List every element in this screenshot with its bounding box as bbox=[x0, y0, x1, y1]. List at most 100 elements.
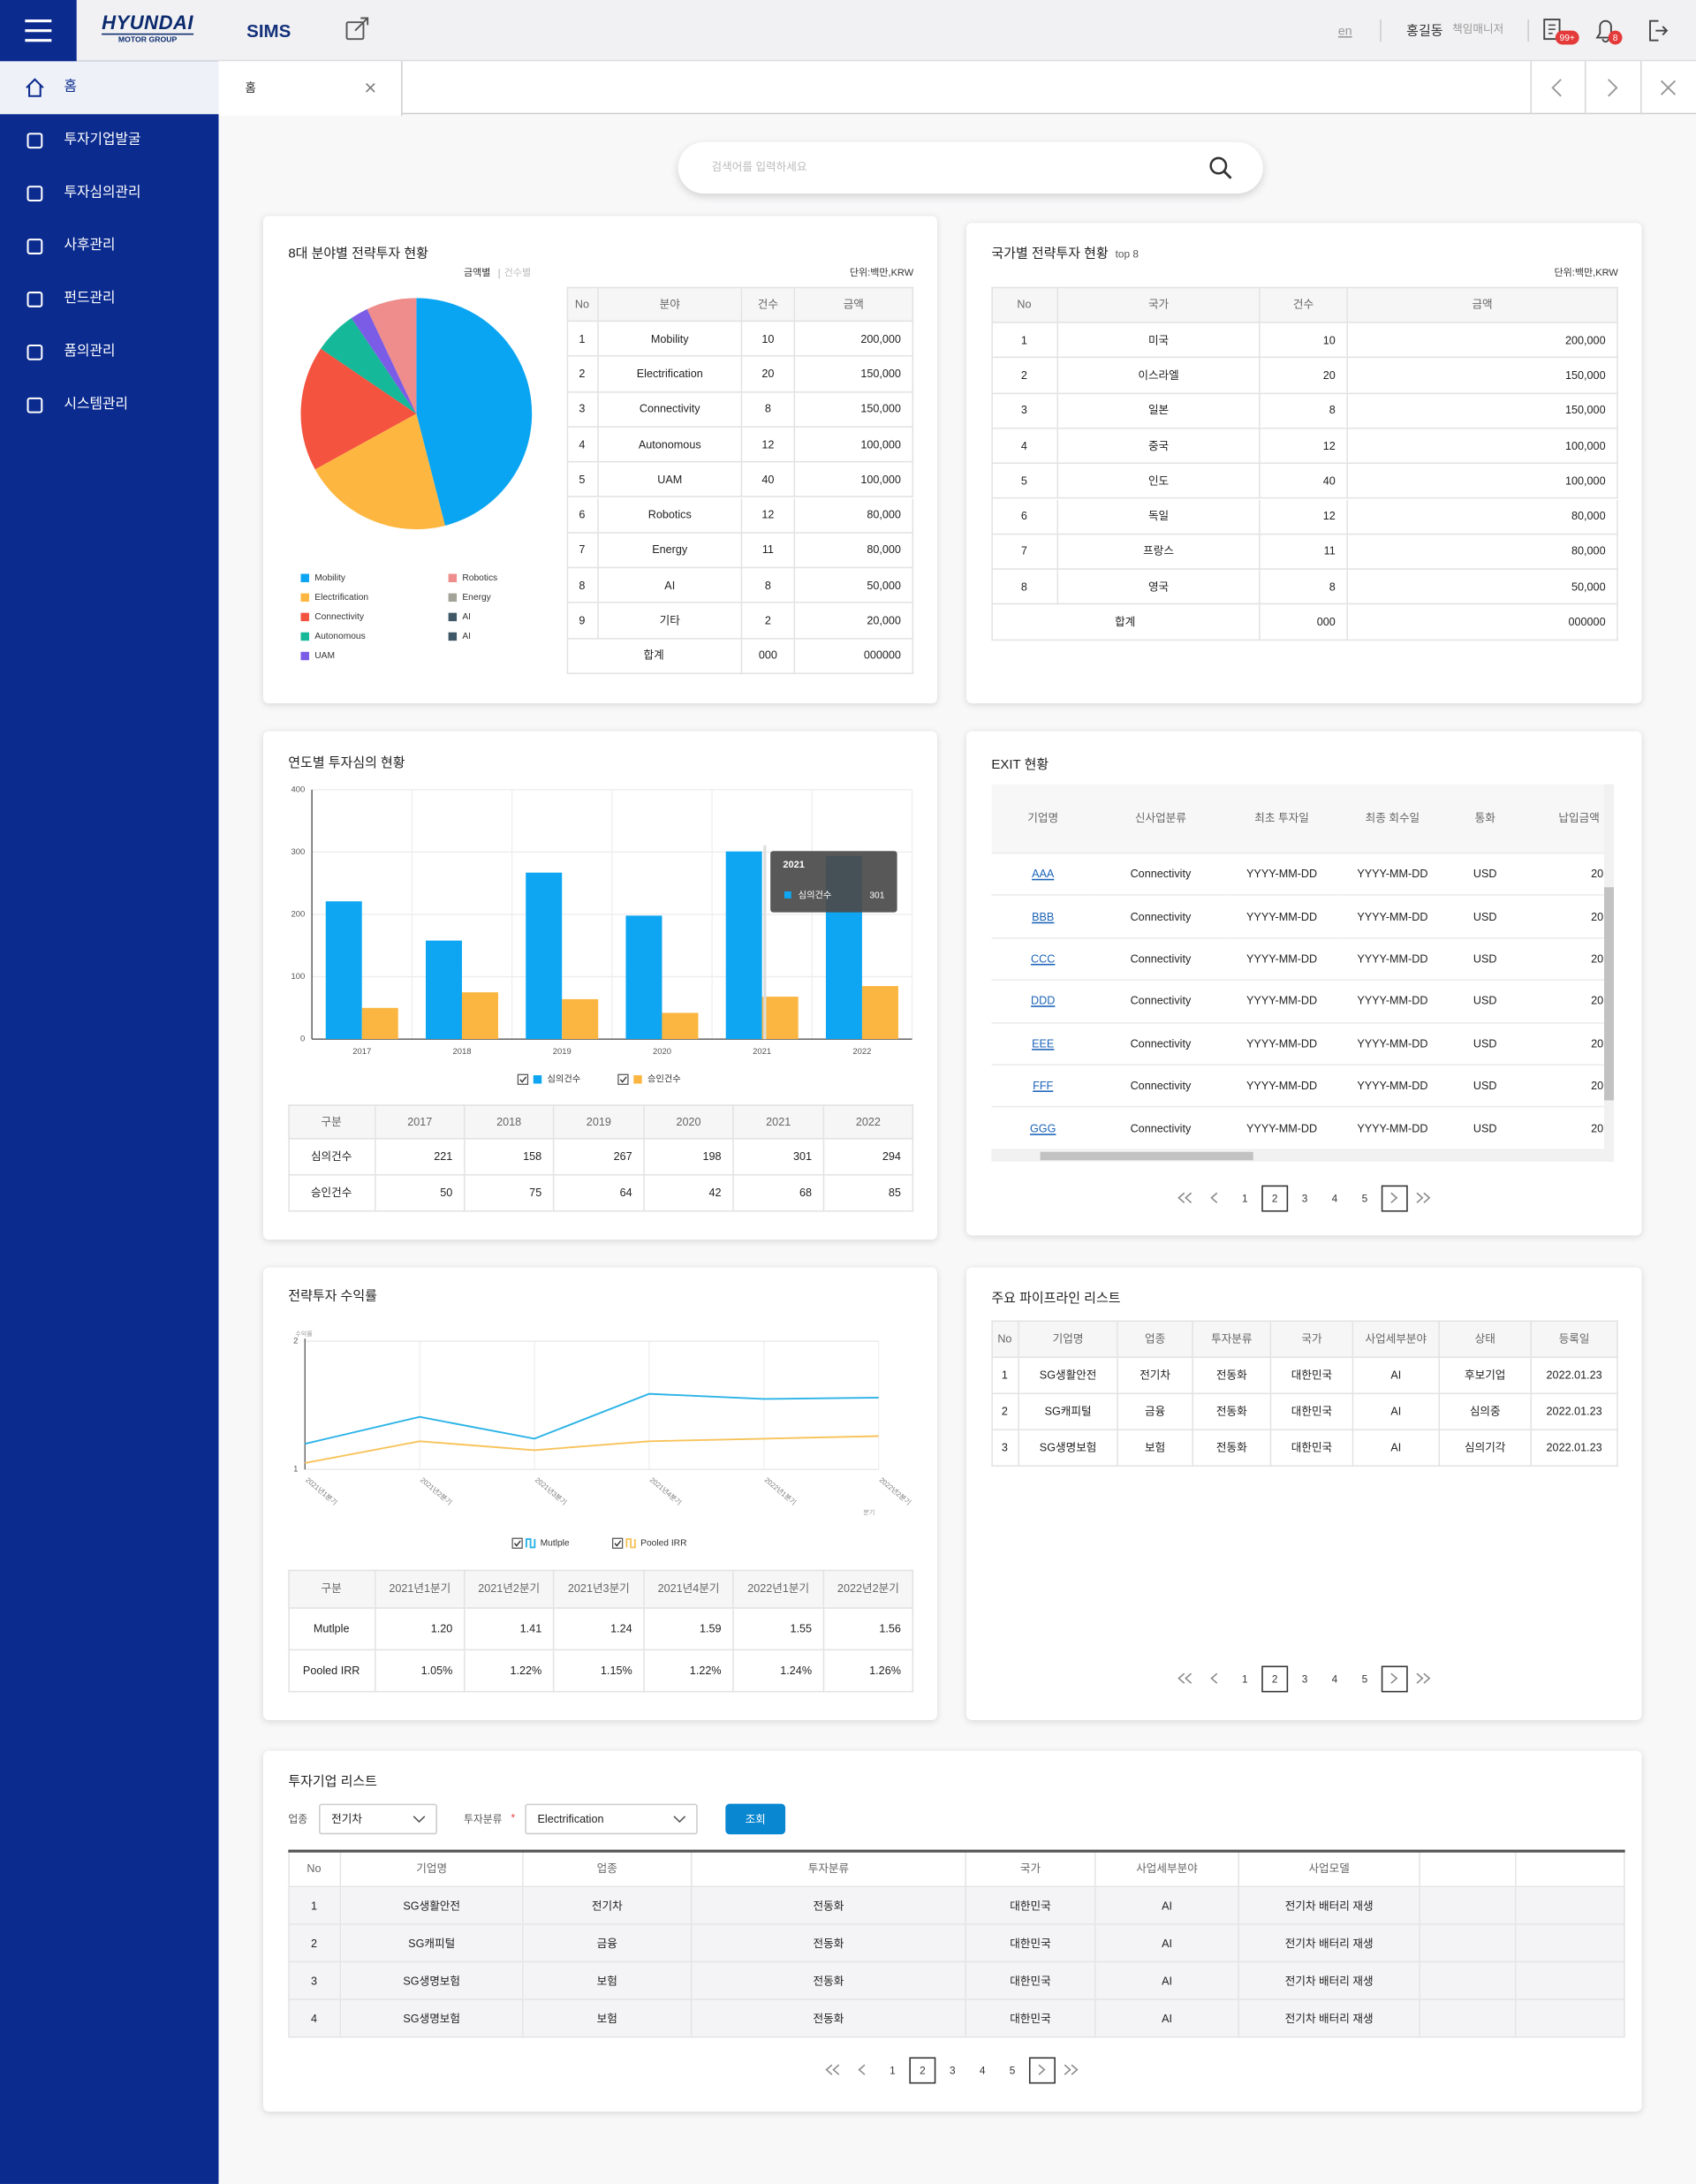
menu-item[interactable]: 시스템관리 bbox=[64, 397, 129, 413]
table-cell: 3 bbox=[566, 391, 599, 428]
table-cell[interactable]: EEE bbox=[991, 1023, 1095, 1065]
table-cell: 보험 bbox=[1117, 1430, 1193, 1467]
table-cell: 8 bbox=[1260, 569, 1348, 605]
table-header-cell: 2022 bbox=[824, 1104, 914, 1140]
table-cell: 후보기업 bbox=[1439, 1358, 1533, 1395]
page-number[interactable]: 3 bbox=[949, 2063, 956, 2076]
menu-item[interactable]: 투자심의관리 bbox=[64, 185, 141, 201]
pager-next-box[interactable] bbox=[1381, 1665, 1407, 1692]
page-number[interactable]: 3 bbox=[1301, 1191, 1308, 1204]
table-cell: 200,000 bbox=[795, 322, 914, 358]
table-cell[interactable]: DDD bbox=[991, 981, 1095, 1024]
table-cell bbox=[1420, 1924, 1517, 1963]
page-number[interactable]: 4 bbox=[1331, 1191, 1338, 1204]
table-frame bbox=[566, 286, 914, 675]
language[interactable]: en bbox=[1337, 23, 1352, 38]
table-header-cell: 기업명 bbox=[1018, 1320, 1118, 1359]
table-cell: 100,000 bbox=[795, 427, 914, 463]
table-cell: 20,000 bbox=[795, 603, 914, 640]
table-header-cell: 2021년1분기 bbox=[375, 1569, 466, 1609]
table-header-cell: 구분 bbox=[288, 1569, 376, 1609]
table-cell: 20,000 bbox=[1522, 938, 1605, 982]
table-cell: 50,000 bbox=[795, 568, 914, 604]
table-cell: 일본 bbox=[1058, 393, 1261, 429]
search-button[interactable]: 조회 bbox=[725, 1803, 786, 1835]
toggle-option[interactable]: 금액별 bbox=[463, 269, 491, 279]
page-number[interactable]: 4 bbox=[1331, 1672, 1338, 1685]
table-cell: 2 bbox=[991, 1394, 1019, 1431]
scroll-thumb[interactable] bbox=[1604, 887, 1615, 1101]
select[interactable] bbox=[525, 1803, 698, 1835]
scroll-thumb[interactable] bbox=[1040, 1151, 1253, 1161]
search-box[interactable] bbox=[678, 141, 1263, 194]
table-cell: 20,000 bbox=[1522, 896, 1605, 939]
menu-item[interactable]: 펀드관리 bbox=[64, 291, 116, 307]
table-header-cell: 통화 bbox=[1448, 784, 1523, 854]
page-number[interactable]: 1 bbox=[1242, 1672, 1248, 1685]
table-cell: 합계 bbox=[566, 639, 743, 675]
table-cell: 221 bbox=[375, 1139, 466, 1176]
menu-item[interactable]: 투자기업발굴 bbox=[64, 132, 141, 148]
page-number[interactable]: 1 bbox=[1242, 1191, 1248, 1204]
hamburger-line bbox=[25, 19, 52, 23]
table-cell: 2 bbox=[288, 1924, 342, 1963]
table-cell[interactable]: CCC bbox=[991, 938, 1095, 982]
pager-next-box[interactable] bbox=[1381, 1184, 1407, 1211]
table-header-cell: 국가 bbox=[966, 1851, 1096, 1888]
table-cell[interactable]: BBB bbox=[991, 896, 1095, 939]
table-cell: 1.26% bbox=[824, 1650, 914, 1693]
table-cell[interactable]: FFF bbox=[991, 1065, 1095, 1108]
table-cell: 전기차 bbox=[523, 1887, 693, 1925]
table-cell: 보험 bbox=[523, 1999, 693, 2038]
menu-item[interactable]: 홈 bbox=[0, 61, 219, 115]
hamburger-line bbox=[25, 29, 52, 33]
divider bbox=[1380, 19, 1382, 42]
panel-title: 투자기업 리스트 bbox=[288, 1774, 377, 1790]
table-cell: 50 bbox=[375, 1175, 466, 1212]
table-cell: 1.15% bbox=[554, 1650, 645, 1693]
toggle-divider bbox=[498, 269, 500, 279]
page-number[interactable]: 2 bbox=[909, 2056, 936, 2083]
table-cell: 1 bbox=[991, 322, 1059, 359]
table-cell: SG생명보험 bbox=[341, 1962, 524, 2000]
table-cell: USD bbox=[1448, 1108, 1523, 1150]
table-cell: YYYY-MM-DD bbox=[1336, 981, 1449, 1024]
menu-item[interactable]: 사후관리 bbox=[64, 238, 116, 254]
page-number[interactable]: 5 bbox=[1361, 1191, 1368, 1204]
table-cell: 11 bbox=[742, 533, 796, 569]
table-cell: Robotics bbox=[598, 497, 743, 534]
page-number[interactable]: 1 bbox=[890, 2063, 896, 2076]
toggle-option[interactable]: 건수별 bbox=[504, 269, 532, 279]
pager-next-box[interactable] bbox=[1028, 2056, 1056, 2083]
table-cell: SG생활안전 bbox=[341, 1887, 524, 1925]
unit-label: 단위:백만,KRW bbox=[1554, 269, 1618, 279]
table-cell: 1.59 bbox=[644, 1608, 734, 1651]
menu-item[interactable]: 품의관리 bbox=[64, 344, 116, 360]
page-number[interactable]: 3 bbox=[1301, 1672, 1308, 1685]
page-number[interactable]: 4 bbox=[979, 2063, 986, 2076]
table-cell: Connectivity bbox=[1094, 1023, 1227, 1065]
table-header-cell: 2017 bbox=[375, 1104, 466, 1140]
page-number[interactable]: 2 bbox=[1261, 1665, 1289, 1692]
table-cell: Connectivity bbox=[1094, 853, 1227, 897]
table-cell: 금융 bbox=[1117, 1394, 1193, 1431]
page-number[interactable]: 5 bbox=[1009, 2063, 1016, 2076]
table-cell[interactable]: AAA bbox=[991, 853, 1095, 897]
table-cell: 9 bbox=[566, 603, 599, 640]
table-cell: USD bbox=[1448, 896, 1523, 939]
tab[interactable]: 홈 bbox=[218, 61, 403, 116]
table-cell: 전동화 bbox=[692, 1924, 967, 1963]
table-cell: Electrification bbox=[598, 357, 743, 392]
hamburger-line bbox=[25, 39, 52, 42]
table-cell: 2 bbox=[742, 603, 796, 640]
table-header-cell: 사업세부분야 bbox=[1095, 1851, 1239, 1888]
page-number[interactable]: 5 bbox=[1361, 1672, 1368, 1685]
table-header-cell: 기업명 bbox=[341, 1851, 524, 1888]
page-number[interactable]: 2 bbox=[1261, 1184, 1289, 1211]
table-cell[interactable]: GGG bbox=[991, 1108, 1095, 1150]
table-cell: 75 bbox=[465, 1175, 555, 1212]
table-header-cell: 국가 bbox=[1271, 1320, 1354, 1359]
table-header-cell: 건수 bbox=[1260, 286, 1348, 323]
table-cell: YYYY-MM-DD bbox=[1336, 938, 1449, 982]
table-cell: 20 bbox=[1260, 358, 1348, 394]
